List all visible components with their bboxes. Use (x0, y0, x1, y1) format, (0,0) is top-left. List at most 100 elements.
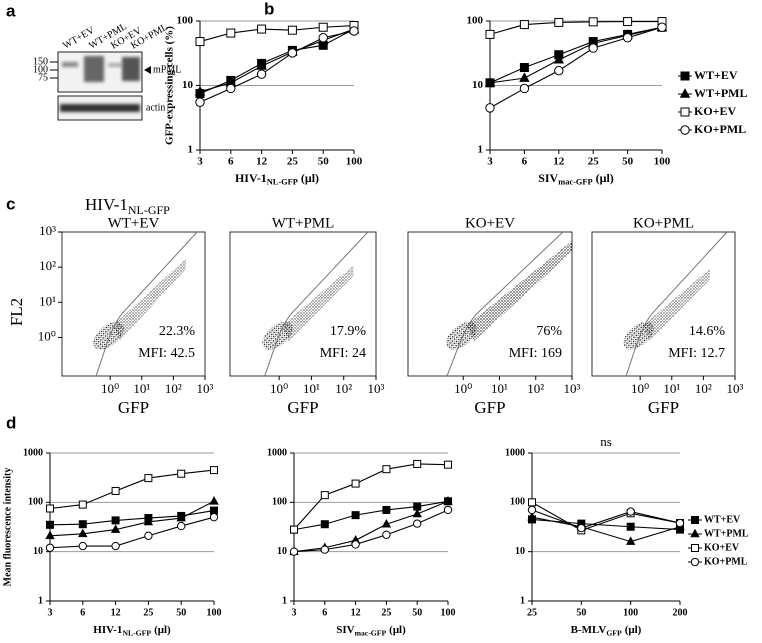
data-point (519, 63, 529, 73)
plot-title: WT+PML (272, 215, 335, 231)
plot-frame (229, 231, 377, 377)
data-point (78, 520, 87, 529)
y-tick-label: 10 (472, 79, 484, 91)
series-line (293, 500, 449, 553)
annotation: 17.9% (330, 324, 367, 339)
x-tick-label: 10¹ (491, 381, 508, 396)
x-axis-title: GFP (287, 398, 318, 417)
x-tick-label: 12 (111, 607, 121, 618)
data-point (46, 520, 54, 529)
x-tick-label: 100 (654, 156, 671, 168)
x-tick-label: 100 (346, 156, 363, 168)
x-tick-label: 10¹ (133, 381, 150, 396)
data-point (210, 466, 218, 475)
x-tick-label: 3 (197, 156, 203, 168)
data-point (195, 97, 205, 107)
legend-marker (691, 516, 699, 524)
x-tick-label: 25 (588, 156, 600, 168)
axis-title-unit: (μl) (301, 171, 319, 185)
legend-marker (690, 557, 700, 567)
y-axis-title: Mean fluorescence intensity (2, 468, 13, 587)
y-tick-label: 1 (188, 144, 194, 156)
data-point (349, 26, 359, 36)
legend-label: WT+EV (694, 68, 738, 82)
data-point (256, 60, 267, 70)
plot-title: WT+EV (108, 215, 160, 231)
x-tick-label: 100 (207, 607, 222, 618)
data-point (657, 22, 667, 32)
data-point (46, 504, 54, 513)
series-line (49, 510, 215, 526)
band (108, 63, 122, 67)
legend-label: KO+PML (704, 556, 748, 567)
data-point (78, 528, 88, 538)
x-tick-label: 10³ (727, 381, 744, 396)
gate (95, 231, 198, 377)
axis-title-unit: (μl) (596, 171, 614, 185)
mw-label: 150 (33, 56, 48, 67)
y-tick-label: 1 (38, 595, 43, 606)
data-point (111, 541, 120, 551)
event-cloud-tail (282, 265, 354, 341)
x-tick-label: 50 (576, 607, 586, 618)
data-point (554, 17, 564, 27)
data-point (45, 543, 55, 552)
series-line (531, 501, 681, 531)
x-tick-label: 50 (622, 156, 634, 168)
x-tick-label: 10⁰ (454, 381, 472, 396)
data-point (351, 540, 360, 549)
axis-title: HIV-1NL-GFP (μl) (235, 171, 319, 187)
x-axis-title: GFP (118, 398, 149, 417)
legend-marker (690, 528, 700, 538)
mw-label: 100 (33, 64, 48, 75)
event-cloud-tail (466, 240, 572, 341)
x-tick-label: 10¹ (663, 381, 680, 396)
legend-marker (680, 107, 690, 117)
axis-title-sub: GFP (606, 628, 622, 637)
data-point (382, 530, 391, 539)
axis-title-unit: (μl) (154, 624, 171, 636)
legend-label: KO+EV (704, 542, 740, 553)
event-cloud-tail (113, 258, 187, 341)
data-point (577, 523, 586, 533)
data-point (226, 83, 236, 94)
data-point (257, 24, 267, 34)
data-point (412, 508, 422, 518)
data-point (675, 518, 685, 528)
data-point (443, 505, 453, 515)
y-tick-label: 1 (282, 595, 287, 606)
x-tick-label: 200 (673, 607, 688, 618)
y-tick-label: 100 (177, 15, 194, 27)
x-tick-label: 10⁰ (270, 381, 288, 396)
band-label: mPML (153, 64, 181, 75)
x-tick-label: 10⁰ (101, 381, 119, 396)
data-point (320, 520, 329, 529)
arrowhead (144, 66, 151, 74)
data-point (443, 496, 453, 505)
x-tick-label: 3 (48, 607, 53, 618)
x-tick-label: 6 (322, 607, 327, 618)
x-tick-label: 10² (527, 381, 544, 396)
data-point (289, 547, 299, 556)
gate (446, 231, 564, 377)
x-axis-title: GFP (648, 398, 679, 417)
data-point (78, 541, 87, 551)
title-sub: NL-GFP (128, 203, 170, 217)
x-tick-label: 10² (695, 381, 712, 396)
y-tick-label: 10 (182, 79, 194, 91)
axis-title-main: SIV (538, 171, 558, 185)
axis-title-sub: mac-GFP (355, 628, 387, 637)
series-line (199, 30, 355, 103)
data-point (413, 459, 422, 468)
x-tick-label: 25 (287, 156, 299, 168)
annotation: MFI: 42.5 (138, 346, 195, 361)
data-point (527, 505, 537, 515)
y-tick-label: 10 (277, 546, 287, 557)
series-line (199, 28, 355, 95)
y-tick-label: 10⁰ (38, 328, 56, 343)
data-point (625, 536, 636, 545)
data-point (528, 498, 536, 507)
data-point (622, 33, 633, 43)
annotation: MFI: 12.7 (668, 346, 725, 361)
series-line (293, 500, 449, 531)
